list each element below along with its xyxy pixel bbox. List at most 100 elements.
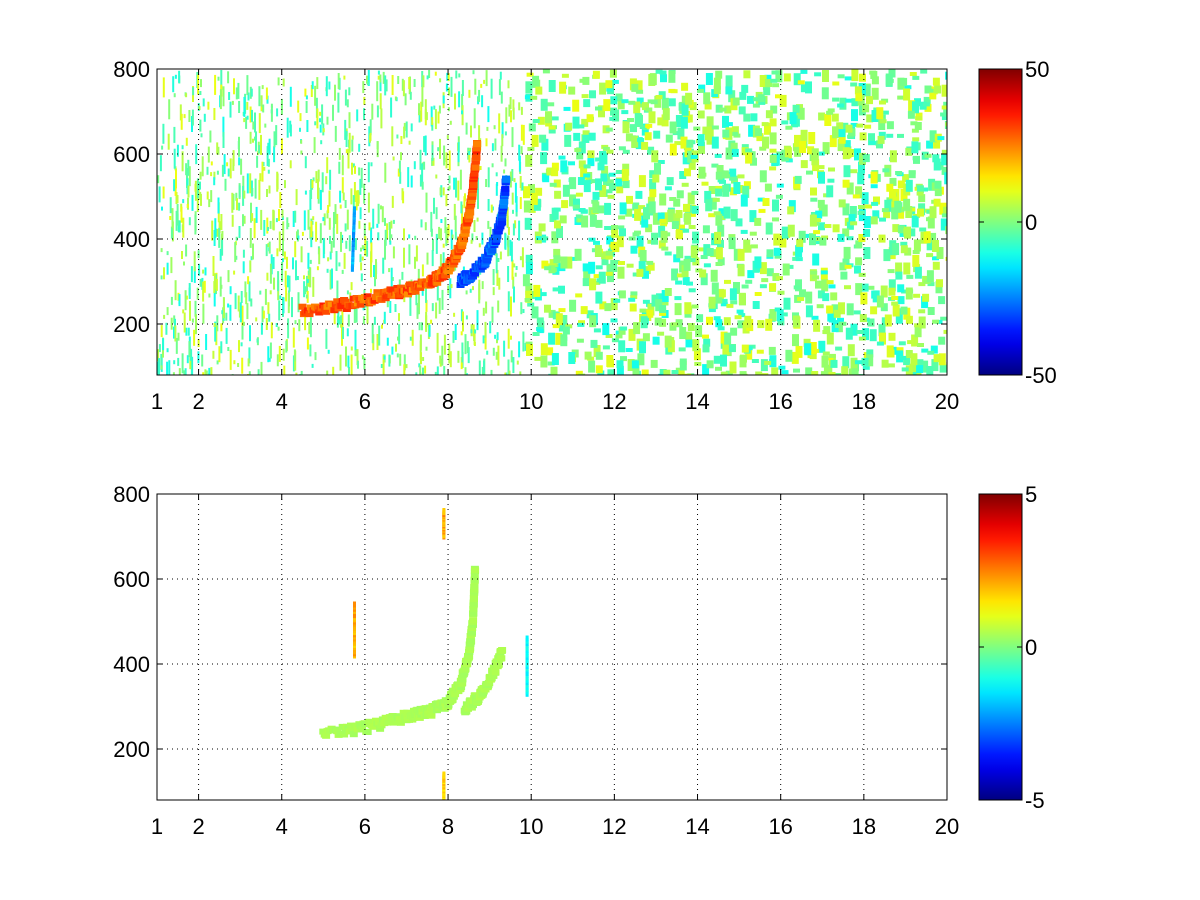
heatmap-cell xyxy=(229,158,232,179)
heatmap-cell xyxy=(842,228,850,237)
heatmap-cell xyxy=(789,112,797,125)
heatmap-cell xyxy=(820,204,828,217)
heatmap-cell xyxy=(648,201,656,214)
heatmap-cell xyxy=(536,236,543,241)
x-tick-label: 6 xyxy=(359,389,371,414)
heatmap-cell xyxy=(389,222,391,243)
feature-cell xyxy=(499,202,508,209)
heatmap-cell xyxy=(220,214,223,230)
heatmap-cell xyxy=(358,220,361,229)
heatmap-cell xyxy=(362,81,365,94)
heatmap-cell xyxy=(757,94,765,103)
heatmap-cell xyxy=(611,229,619,238)
heatmap-cell xyxy=(178,220,181,233)
heatmap-cell xyxy=(876,341,884,346)
heatmap-cell xyxy=(386,337,389,346)
heatmap-cell xyxy=(319,124,322,133)
heatmap-cell xyxy=(532,119,540,123)
heatmap-cell xyxy=(254,112,256,133)
heatmap-cell xyxy=(589,90,596,99)
heatmap-cell xyxy=(749,231,757,236)
heatmap-cell xyxy=(737,320,745,329)
feature-cell xyxy=(458,243,467,249)
heatmap-cell xyxy=(305,95,308,100)
heatmap-cell xyxy=(929,130,937,143)
heatmap-cell xyxy=(460,357,463,370)
heatmap-cell xyxy=(733,248,741,261)
heatmap-cell xyxy=(218,227,221,248)
feature-cell xyxy=(468,190,477,197)
heatmap-cell xyxy=(583,180,591,193)
heatmap-cell xyxy=(523,186,530,199)
heatmap-cell xyxy=(938,296,946,305)
heatmap-cell xyxy=(735,218,743,227)
heatmap-cell xyxy=(927,282,935,287)
heatmap-cell xyxy=(236,198,238,211)
heatmap-cell xyxy=(816,304,824,309)
heatmap-cell xyxy=(425,286,427,303)
heatmap-cell xyxy=(824,114,832,126)
heatmap-cell xyxy=(720,354,727,367)
heatmap-cell xyxy=(292,355,295,372)
heatmap-cell xyxy=(276,171,279,192)
heatmap-cell xyxy=(870,71,878,79)
heatmap-cell xyxy=(178,294,181,307)
heatmap-cell xyxy=(440,219,443,223)
heatmap-cell xyxy=(590,339,598,348)
heatmap-cell xyxy=(657,331,665,336)
heatmap-cell xyxy=(183,312,186,333)
heatmap-cell xyxy=(242,175,245,192)
heatmap-cell xyxy=(491,163,494,168)
heatmap-cell xyxy=(641,141,649,150)
heatmap-cell xyxy=(523,200,531,213)
heatmap-cell xyxy=(832,224,840,233)
heatmap-cell xyxy=(577,177,585,185)
heatmap-cell xyxy=(828,284,836,289)
heatmap-cell xyxy=(467,347,470,364)
heatmap-cell xyxy=(246,115,249,120)
heatmap-cell xyxy=(277,271,280,292)
heatmap-cell xyxy=(191,109,194,126)
heatmap-cell xyxy=(810,270,818,275)
heatmap-cell xyxy=(764,183,772,192)
heatmap-cell xyxy=(765,110,773,119)
heatmap-cell xyxy=(706,316,713,325)
heatmap-cell xyxy=(682,152,690,165)
heatmap-cell xyxy=(597,162,605,171)
heatmap-cell xyxy=(344,200,347,208)
heatmap-cell xyxy=(309,317,312,338)
heatmap-cell xyxy=(226,162,229,167)
heatmap-cell xyxy=(933,158,941,171)
heatmap-cell xyxy=(814,374,822,375)
heatmap-cell xyxy=(425,311,428,332)
heatmap-cell xyxy=(905,315,913,324)
heatmap-cell xyxy=(423,136,426,153)
heatmap-cell xyxy=(674,296,682,301)
heatmap-cell xyxy=(270,109,273,114)
heatmap-cell xyxy=(476,217,479,222)
feature-cell xyxy=(327,301,336,308)
feature-cell xyxy=(488,247,497,254)
heatmap-cell xyxy=(693,126,701,131)
heatmap-cell xyxy=(364,236,367,257)
heatmap-cell xyxy=(698,141,705,154)
heatmap-cell xyxy=(522,331,525,352)
heatmap-cell xyxy=(715,291,723,304)
heatmap-cell xyxy=(885,73,893,86)
heatmap-cell xyxy=(540,355,548,368)
heatmap-cell xyxy=(548,332,556,345)
heatmap-cell xyxy=(522,274,530,287)
heatmap-cell xyxy=(825,366,833,375)
heatmap-cell xyxy=(605,80,613,89)
heatmap-cell xyxy=(371,103,374,120)
heatmap-cell xyxy=(617,225,625,230)
heatmap-cell xyxy=(472,324,475,337)
heatmap-cell xyxy=(188,341,191,358)
heatmap-cell xyxy=(615,93,623,102)
heatmap-cell xyxy=(805,291,813,304)
heatmap-cell xyxy=(815,280,822,289)
heatmap-cell xyxy=(539,292,547,297)
heatmap-cell xyxy=(685,339,693,348)
heatmap-cell xyxy=(370,227,373,244)
heatmap-cell xyxy=(499,71,502,80)
